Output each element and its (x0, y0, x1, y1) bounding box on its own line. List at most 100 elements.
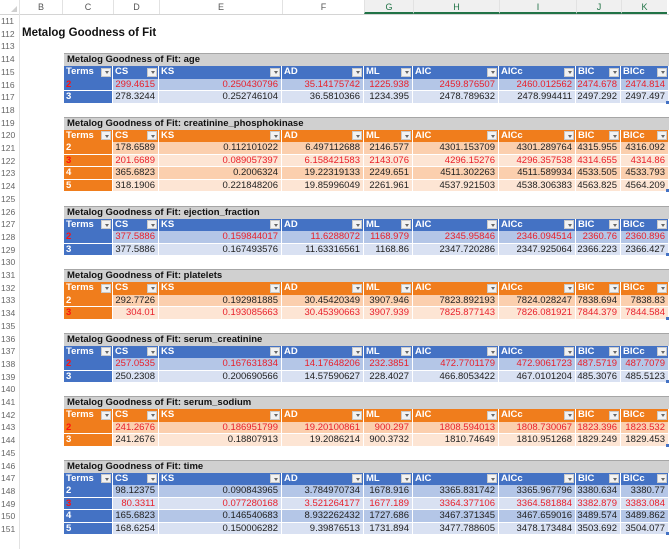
select-all-corner[interactable] (0, 0, 19, 14)
table-resize-handle[interactable] (666, 443, 669, 447)
filter-dropdown-icon[interactable] (147, 283, 157, 293)
row-header[interactable]: 149 (1, 498, 16, 509)
filter-dropdown-icon[interactable] (657, 67, 667, 77)
value-cell-aicc[interactable]: 7824.028247 (499, 294, 576, 307)
filter-dropdown-icon[interactable] (657, 283, 667, 293)
value-cell-ad[interactable]: 19.22319133 (282, 167, 364, 180)
filter-dropdown-icon[interactable] (147, 347, 157, 356)
column-header-f[interactable]: F (282, 0, 364, 14)
filter-dropdown-icon[interactable] (352, 220, 362, 229)
value-cell-aicc[interactable]: 2347.925064 (499, 243, 576, 256)
filter-dropdown-icon[interactable] (609, 474, 619, 483)
value-cell-bicc[interactable]: 3383.084 (621, 497, 669, 510)
value-cell-bic[interactable]: 3380.634 (576, 485, 621, 498)
value-cell-aicc[interactable]: 4538.306383 (499, 179, 576, 193)
value-cell-ad[interactable]: 30.45390663 (282, 307, 364, 320)
terms-cell[interactable]: 2 (64, 231, 113, 244)
filter-dropdown-icon[interactable] (147, 410, 157, 420)
table-resize-handle[interactable] (666, 532, 669, 535)
value-cell-ks[interactable]: 0.150006282 (159, 522, 282, 535)
terms-cell[interactable]: 2 (64, 294, 113, 307)
value-cell-aicc[interactable]: 467.0101204 (499, 370, 576, 383)
value-cell-cs[interactable]: 165.6823 (113, 510, 159, 523)
value-cell-cs[interactable]: 98.12375 (113, 485, 159, 498)
value-cell-ks[interactable]: 0.18807913 (159, 434, 282, 447)
value-cell-aicc[interactable]: 4296.357538 (499, 154, 576, 168)
filter-dropdown-icon[interactable] (401, 131, 411, 141)
value-cell-ks[interactable]: 0.146540683 (159, 510, 282, 523)
value-cell-bicc[interactable]: 1829.453 (621, 434, 669, 447)
row-header[interactable]: 138 (1, 358, 16, 369)
value-cell-ad[interactable]: 19.20100861 (282, 421, 364, 434)
value-cell-ml[interactable]: 2143.076 (364, 154, 413, 168)
filter-dropdown-icon[interactable] (487, 347, 497, 356)
value-cell-ml[interactable]: 900.297 (364, 421, 413, 434)
filter-dropdown-icon[interactable] (270, 67, 280, 77)
row-header[interactable]: 114 (1, 54, 15, 65)
value-cell-ml[interactable]: 1168.86 (364, 243, 413, 256)
value-cell-cs[interactable]: 292.7726 (113, 294, 159, 307)
filter-dropdown-icon[interactable] (487, 131, 497, 141)
value-cell-ad[interactable]: 6.158421583 (282, 154, 364, 168)
value-cell-bic[interactable]: 485.3076 (576, 370, 621, 383)
value-cell-bicc[interactable]: 2497.497 (621, 91, 669, 104)
value-cell-ml[interactable]: 1225.938 (364, 78, 413, 92)
value-cell-cs[interactable]: 304.01 (113, 307, 159, 320)
value-cell-aic[interactable]: 2345.95846 (413, 231, 499, 244)
value-cell-aic[interactable]: 3477.788605 (413, 522, 499, 535)
row-header[interactable]: 118 (1, 104, 15, 115)
filter-dropdown-icon[interactable] (657, 410, 667, 420)
filter-dropdown-icon[interactable] (609, 410, 619, 420)
filter-dropdown-icon[interactable] (101, 347, 111, 356)
row-header[interactable]: 121 (1, 143, 16, 153)
filter-dropdown-icon[interactable] (401, 347, 411, 356)
row-header[interactable]: 125 (1, 193, 16, 204)
filter-dropdown-icon[interactable] (352, 347, 362, 356)
column-header-e[interactable]: E (159, 0, 282, 14)
value-cell-ks[interactable]: 0.250430796 (159, 78, 282, 92)
value-cell-aic[interactable]: 3467.371345 (413, 510, 499, 523)
value-cell-ks[interactable]: 0.192981885 (159, 294, 282, 307)
row-header[interactable]: 142 (1, 409, 16, 420)
value-cell-ad[interactable]: 19.2086214 (282, 434, 364, 447)
value-cell-bic[interactable]: 3489.574 (576, 510, 621, 523)
value-cell-aic[interactable]: 4301.153709 (413, 142, 499, 155)
value-cell-cs[interactable]: 299.4615 (113, 78, 159, 92)
value-cell-ad[interactable]: 35.14175742 (282, 78, 364, 92)
filter-dropdown-icon[interactable] (401, 283, 411, 293)
row-header[interactable]: 132 (1, 282, 16, 293)
filter-dropdown-icon[interactable] (657, 131, 667, 141)
row-header[interactable]: 151 (1, 524, 16, 534)
value-cell-ks[interactable]: 0.090843965 (159, 485, 282, 498)
value-cell-ml[interactable]: 3907.946 (364, 294, 413, 307)
value-cell-ml[interactable]: 1727.686 (364, 510, 413, 523)
value-cell-bic[interactable]: 4563.825 (576, 179, 621, 193)
value-cell-aicc[interactable]: 4301.289764 (499, 142, 576, 155)
column-header-i[interactable]: I (499, 0, 576, 14)
value-cell-aic[interactable]: 3365.831742 (413, 485, 499, 498)
column-header-k[interactable]: K (621, 0, 667, 14)
filter-dropdown-icon[interactable] (401, 67, 411, 77)
row-header[interactable]: 136 (1, 333, 16, 344)
value-cell-ml[interactable]: 228.4027 (364, 370, 413, 383)
filter-dropdown-icon[interactable] (487, 474, 497, 483)
value-cell-ks[interactable]: 0.159844017 (159, 231, 282, 244)
value-cell-bic[interactable]: 2366.223 (576, 243, 621, 256)
value-cell-ad[interactable]: 14.57590627 (282, 370, 364, 383)
row-header[interactable]: 112 (1, 28, 15, 39)
value-cell-ad[interactable]: 30.45420349 (282, 294, 364, 307)
value-cell-aic[interactable]: 2347.720286 (413, 243, 499, 256)
value-cell-bicc[interactable]: 7844.584 (621, 307, 669, 320)
value-cell-bic[interactable]: 2360.76 (576, 231, 621, 244)
value-cell-bic[interactable]: 487.5719 (576, 358, 621, 371)
value-cell-aicc[interactable]: 472.9061723 (499, 358, 576, 371)
value-cell-aic[interactable]: 1808.594013 (413, 421, 499, 434)
row-header[interactable]: 131 (1, 270, 16, 280)
value-cell-cs[interactable]: 377.5886 (113, 243, 159, 256)
value-cell-ml[interactable]: 1234.395 (364, 91, 413, 104)
value-cell-ad[interactable]: 36.5810366 (282, 91, 364, 104)
column-header-g[interactable]: G (364, 0, 413, 14)
table-resize-handle[interactable] (666, 380, 669, 383)
filter-dropdown-icon[interactable] (609, 67, 619, 77)
value-cell-bic[interactable]: 4533.505 (576, 167, 621, 180)
